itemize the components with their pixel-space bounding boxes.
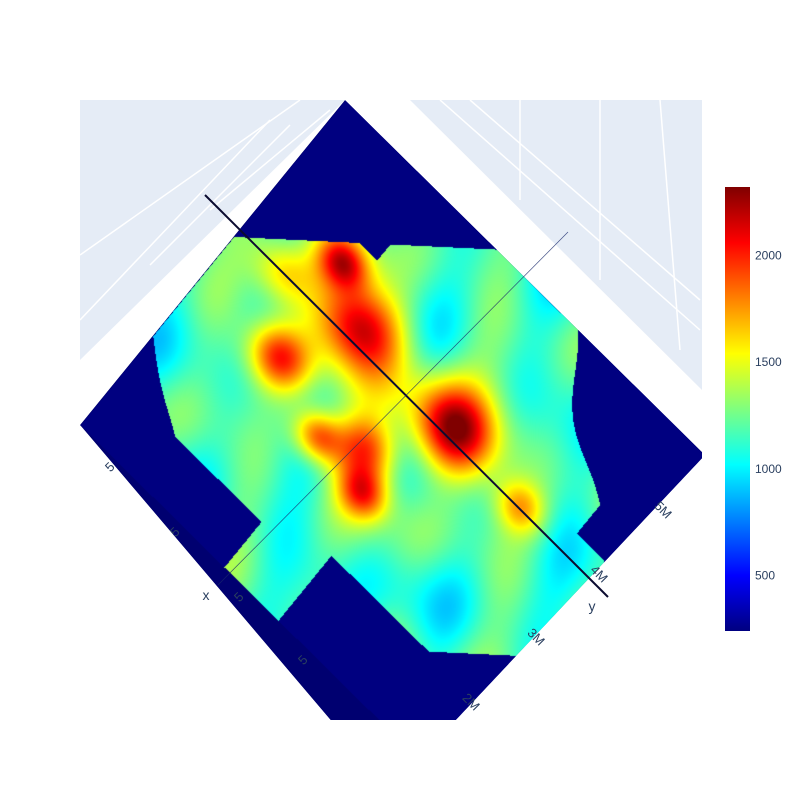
colorbar-gradient [725,187,750,631]
colorbar-tick-label: 500 [755,569,775,583]
scene-walls [80,100,702,390]
x-axis-line [217,231,569,586]
wall-grid-lines [80,100,701,351]
colorbar-ticks: 500 1000 1500 2000 [755,248,782,582]
x-axis-title: x [203,587,210,603]
colorbar-tick-label: 1500 [755,355,782,369]
left-wall [80,100,345,360]
colorbar-tick-label: 1000 [755,462,782,476]
axis-lines [204,194,609,598]
colorbar-tick-label: 2000 [755,248,782,262]
y-axis-title: y [589,598,596,614]
right-wall [410,100,702,390]
colorbar: 500 1000 1500 2000 [725,187,782,631]
y-axis-line [204,194,609,598]
